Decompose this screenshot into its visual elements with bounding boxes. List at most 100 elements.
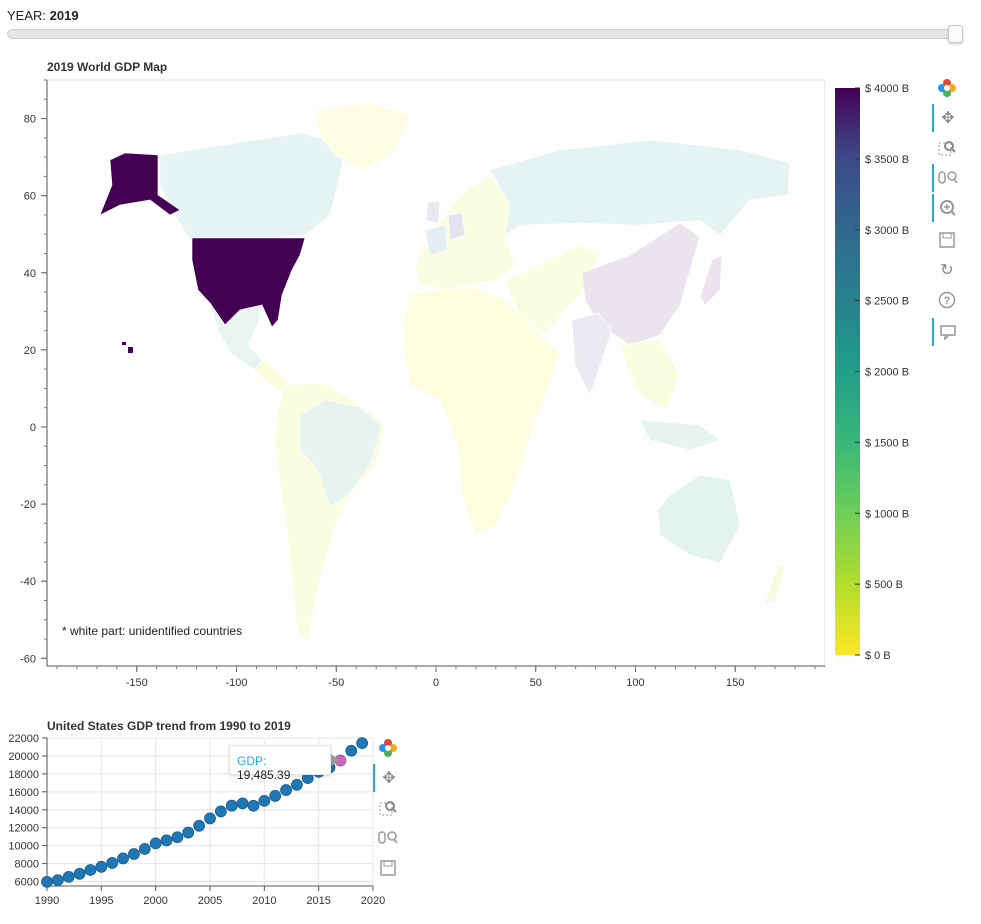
save-icon[interactable] bbox=[932, 226, 962, 254]
region-europe[interactable] bbox=[414, 174, 516, 291]
gdp-data-point[interactable] bbox=[182, 826, 195, 839]
map-land-layer bbox=[99, 102, 791, 641]
country-usa[interactable] bbox=[191, 237, 306, 328]
trend-x-tick-label: 1995 bbox=[89, 895, 113, 907]
gdp-data-point[interactable] bbox=[225, 799, 238, 812]
wheel-zoom-icon-trend[interactable] bbox=[373, 824, 403, 852]
gdp-data-point[interactable] bbox=[160, 834, 173, 847]
bokeh-logo-icon[interactable] bbox=[932, 74, 962, 102]
colorbar-tick-label: $ 3500 B bbox=[865, 154, 909, 166]
trend-x-tick-label: 2005 bbox=[198, 895, 222, 907]
trend-y-tick-label: 14000 bbox=[8, 805, 39, 817]
svg-text:?: ? bbox=[944, 295, 951, 307]
region-southeast-asia[interactable] bbox=[619, 339, 681, 411]
box-zoom-icon-trend[interactable] bbox=[373, 794, 403, 822]
gdp-data-point[interactable] bbox=[280, 784, 292, 796]
gdp-data-point[interactable] bbox=[117, 852, 129, 865]
save-icon-trend[interactable] bbox=[373, 854, 403, 882]
trend-y-tick-label: 12000 bbox=[8, 823, 39, 835]
trend-y-tick-label: 22000 bbox=[8, 733, 39, 745]
country-new-zealand[interactable] bbox=[765, 565, 785, 603]
gdp-data-point[interactable] bbox=[193, 819, 206, 832]
country-australia[interactable] bbox=[657, 474, 741, 564]
gdp-data-point[interactable] bbox=[258, 794, 271, 807]
gdp-data-point[interactable] bbox=[247, 799, 260, 812]
map-y-tick-label: 80 bbox=[24, 114, 36, 126]
country-uk[interactable] bbox=[425, 200, 441, 224]
country-mexico[interactable] bbox=[209, 302, 263, 371]
gdp-data-point[interactable] bbox=[269, 790, 282, 802]
gdp-data-point[interactable] bbox=[171, 831, 184, 844]
year-label-text: YEAR: bbox=[7, 8, 47, 23]
bokeh-logo-icon-trend[interactable] bbox=[373, 734, 403, 762]
country-japan[interactable] bbox=[699, 254, 723, 306]
year-slider-handle[interactable] bbox=[948, 25, 963, 43]
trend-y-tick-label: 20000 bbox=[8, 751, 39, 763]
map-x-tick-label: -50 bbox=[328, 677, 344, 689]
colorbar-tick-label: $ 3000 B bbox=[865, 225, 909, 237]
world-gdp-map-chart[interactable]: 2019 World GDP Map bbox=[0, 55, 930, 695]
gdp-data-point[interactable] bbox=[73, 867, 86, 880]
year-slider-track[interactable] bbox=[7, 29, 962, 39]
colorbar-tick-label: $ 1000 B bbox=[865, 508, 909, 520]
trend-x-tick-label: 2020 bbox=[361, 895, 385, 907]
trend-y-tick-label: 18000 bbox=[8, 769, 39, 781]
wheel-zoom-icon[interactable] bbox=[932, 164, 962, 192]
map-y-tick-label: -60 bbox=[20, 653, 36, 665]
map-y-tick-label: 0 bbox=[30, 422, 36, 434]
tooltip-label: GDP: bbox=[237, 754, 267, 768]
map-title: 2019 World GDP Map bbox=[47, 60, 167, 74]
gdp-data-point[interactable] bbox=[62, 870, 75, 883]
country-france[interactable] bbox=[424, 224, 449, 256]
country-germany[interactable] bbox=[447, 212, 466, 241]
map-x-tick-label: 150 bbox=[726, 677, 744, 689]
hover-icon[interactable] bbox=[932, 318, 962, 346]
gdp-data-point[interactable] bbox=[236, 797, 249, 810]
map-x-tick-label: 0 bbox=[433, 677, 439, 689]
colorbar-tick-label: $ 500 B bbox=[865, 579, 903, 591]
gdp-data-point[interactable] bbox=[204, 812, 216, 825]
trend-x-tick-label: 1990 bbox=[35, 895, 59, 907]
gdp-tooltip: GDP: 19,485.39 bbox=[229, 745, 331, 782]
gdp-data-point[interactable] bbox=[128, 848, 140, 860]
gdp-data-point[interactable] bbox=[106, 857, 119, 869]
year-slider-label: YEAR: 2019 bbox=[7, 8, 79, 23]
gdp-data-point[interactable] bbox=[291, 778, 303, 791]
tooltip-arrow bbox=[331, 754, 339, 766]
country-greenland[interactable] bbox=[314, 102, 411, 171]
country-india[interactable] bbox=[571, 312, 613, 396]
trend-y-tick-label: 10000 bbox=[8, 841, 39, 853]
country-russia[interactable] bbox=[489, 139, 791, 236]
country-canada[interactable] bbox=[159, 132, 346, 241]
region-middle-east[interactable] bbox=[504, 244, 601, 336]
map-axes: -150 -100 -50 0 50 100 150 80 60 40 20 0 -20 -40 -60 bbox=[20, 79, 825, 689]
gdp-data-point[interactable] bbox=[51, 874, 64, 886]
pan-icon-trend[interactable]: ✥ bbox=[373, 764, 403, 792]
gdp-data-point[interactable] bbox=[356, 737, 369, 750]
map-y-tick-label: 60 bbox=[24, 191, 36, 203]
region-indonesia[interactable] bbox=[639, 419, 721, 451]
gdp-data-point[interactable] bbox=[149, 837, 162, 850]
gdp-data-point[interactable] bbox=[214, 805, 227, 818]
box-zoom-icon[interactable] bbox=[932, 134, 962, 162]
us-gdp-trend-chart[interactable]: United States GDP trend from 1990 to 201… bbox=[0, 714, 410, 924]
gdp-data-point[interactable] bbox=[138, 843, 151, 855]
gdp-data-point[interactable] bbox=[84, 864, 97, 876]
country-brazil[interactable] bbox=[299, 399, 383, 508]
trend-x-tick-label: 2010 bbox=[252, 895, 276, 907]
tooltip-value: 19,485.39 bbox=[237, 768, 291, 782]
country-alaska[interactable] bbox=[99, 152, 181, 216]
map-x-tick-label: 50 bbox=[530, 677, 542, 689]
map-y-tick-label: -20 bbox=[20, 499, 36, 511]
gdp-data-point[interactable] bbox=[95, 860, 108, 873]
country-hawaii[interactable] bbox=[122, 342, 133, 353]
zoom-in-icon[interactable] bbox=[932, 194, 962, 222]
gdp-data-point[interactable] bbox=[41, 875, 53, 888]
trend-toolbar: ✥ bbox=[373, 734, 403, 884]
pan-icon[interactable]: ✥ bbox=[932, 104, 962, 132]
help-icon[interactable]: ? bbox=[932, 286, 962, 314]
colorbar-tick-label: $ 4000 B bbox=[865, 83, 909, 95]
gdp-data-point[interactable] bbox=[345, 744, 358, 757]
colorbar-tick-label: $ 2000 B bbox=[865, 367, 909, 379]
reset-icon[interactable]: ↻ bbox=[940, 262, 954, 279]
